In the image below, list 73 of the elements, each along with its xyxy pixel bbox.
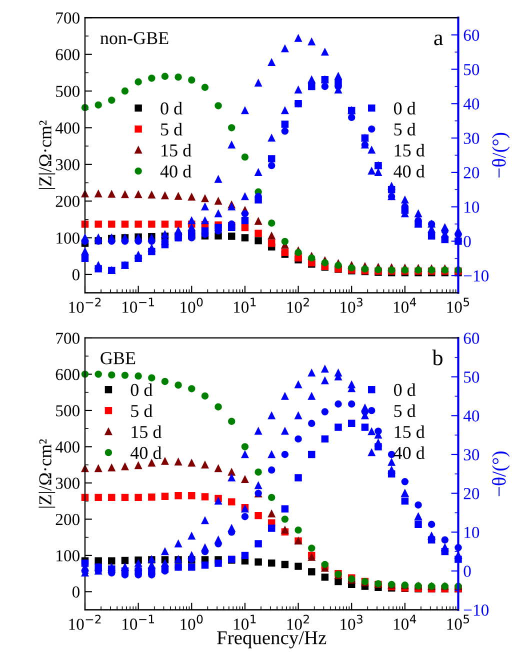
x-tick-label: 10$^{0}$ (180, 614, 203, 630)
legend-label: 5 d (161, 122, 182, 136)
y-tick-label: 100 (56, 232, 80, 244)
y2-tick-label: 10 (464, 202, 480, 213)
x-tick-label: 10$^{4}$ (394, 298, 416, 313)
y2-tick-label: −10 (464, 270, 489, 282)
x-tick-label: 10$^{5}$ (447, 298, 470, 313)
y-tick-label: 200 (56, 196, 80, 208)
y-tick-label: 200 (56, 514, 80, 526)
x-axis-title: Frequency/Hz (217, 631, 326, 648)
legend-label: 5 d (394, 404, 416, 418)
legend-label: 15 d (394, 425, 425, 438)
annotation: a (434, 34, 444, 46)
x-tick-label: 10$^{−2}$ (69, 298, 101, 313)
y2-axis-title: −θ/(°) (492, 452, 510, 496)
legend-label: 40 d (160, 164, 192, 178)
y-tick-label: 0 (72, 586, 80, 598)
legend-label: 0 d (394, 102, 416, 115)
legend-label: 0 d (160, 102, 182, 115)
legend-label: 0 d (394, 383, 416, 396)
y-axis-title: |Z|/Ω·cm² (38, 120, 56, 189)
y2-tick-label: 50 (464, 64, 480, 76)
y-tick-label: 100 (56, 550, 80, 562)
y-tick-label: 400 (55, 441, 80, 453)
y2-tick-label: −10 (464, 604, 489, 616)
y-tick-label: 400 (55, 122, 80, 134)
y2-tick-label: 20 (464, 488, 480, 500)
y2-tick-label: 60 (464, 332, 480, 344)
annotation: b (432, 350, 442, 366)
y-tick-label: 600 (56, 368, 80, 380)
y-tick-label: 500 (56, 86, 80, 97)
annotation: non-GBE (100, 32, 168, 44)
legend-label: 40 d (130, 446, 162, 460)
legend-label: 15 d (132, 425, 162, 438)
x-tick-label: 10$^{4}$ (394, 614, 416, 630)
x-tick-label: 10$^{−2}$ (69, 614, 101, 630)
y-tick-label: 700 (56, 332, 80, 344)
y2-tick-label: 60 (464, 30, 480, 41)
y2-tick-label: 50 (464, 372, 480, 383)
y2-tick-label: 30 (464, 449, 480, 460)
annotation: GBE (100, 352, 136, 364)
x-tick-label: 10$^{2}$ (287, 614, 309, 630)
x-tick-label: 10$^{−1}$ (122, 298, 154, 313)
legend-label: 15 d (162, 144, 192, 157)
legend-label: 15 d (394, 144, 425, 157)
x-tick-label: 10$^{5}$ (447, 614, 470, 630)
x-tick-label: 10$^{0}$ (180, 298, 203, 313)
x-tick-label: 10$^{−1}$ (122, 614, 154, 630)
legend-label: 0 d (130, 383, 152, 396)
y-tick-label: 600 (56, 49, 80, 60)
y-tick-label: 0 (72, 269, 80, 280)
y2-tick-label: 0 (464, 566, 471, 577)
y2-tick-label: 40 (463, 98, 480, 110)
y-axis-title: |Z|/Ω·cm² (38, 439, 56, 508)
y-tick-label: 300 (56, 159, 80, 170)
x-tick-label: 10$^{2}$ (287, 298, 309, 313)
y-tick-label: 300 (56, 478, 80, 489)
legend-label: 5 d (394, 122, 416, 136)
y-tick-label: 500 (56, 405, 80, 416)
legend-label: 40 d (394, 164, 425, 178)
y2-tick-label: 10 (464, 526, 480, 538)
x-tick-label: 10$^{1}$ (234, 298, 256, 313)
legend-label: 5 d (131, 404, 152, 418)
y2-tick-label: 20 (464, 167, 480, 178)
x-tick-label: 10$^{3}$ (340, 298, 362, 313)
y2-tick-label: 40 (463, 410, 480, 422)
x-tick-label: 10$^{1}$ (234, 614, 256, 630)
y2-axis-title: −θ/(°) (492, 132, 510, 178)
legend-label: 40 d (394, 446, 425, 460)
y2-tick-label: 30 (464, 132, 480, 144)
x-tick-label: 10$^{3}$ (340, 614, 362, 630)
y-tick-label: 700 (56, 12, 80, 24)
y2-tick-label: 0 (464, 236, 471, 248)
